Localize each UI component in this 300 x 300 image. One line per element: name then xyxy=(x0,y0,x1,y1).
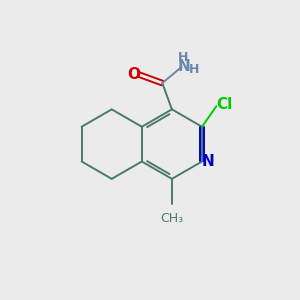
Text: CH₃: CH₃ xyxy=(160,212,184,225)
Text: N: N xyxy=(178,59,190,74)
Text: H: H xyxy=(189,63,199,76)
Text: O: O xyxy=(127,67,140,82)
Text: Cl: Cl xyxy=(217,97,233,112)
Text: N: N xyxy=(202,154,215,169)
Text: H: H xyxy=(178,51,188,64)
